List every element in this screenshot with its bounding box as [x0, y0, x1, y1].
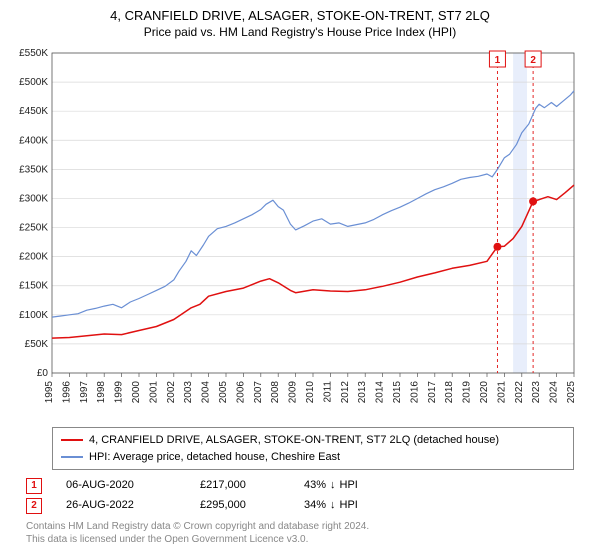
svg-text:2024: 2024: [549, 381, 560, 404]
legend-swatch: [61, 456, 83, 458]
marker-diff: 43% ↓ HPI: [304, 476, 394, 496]
svg-text:2005: 2005: [218, 381, 229, 404]
svg-text:£550K: £550K: [19, 48, 48, 59]
marker-number-box: 1: [26, 478, 42, 494]
svg-text:£0: £0: [37, 368, 49, 379]
legend-item: HPI: Average price, detached house, Ches…: [61, 449, 565, 466]
svg-text:2017: 2017: [427, 381, 438, 404]
line-chart-svg: £0 £50K £100K £150K £200K £250K £300K £350K £400…: [8, 45, 592, 419]
svg-text:£300K: £300K: [19, 193, 48, 204]
svg-text:£200K: £200K: [19, 252, 48, 263]
arrow-down-icon: ↓: [330, 496, 336, 516]
marker-table: 1 06-AUG-2020 £217,000 43% ↓ HPI 2 26-AUG-202…: [26, 476, 574, 516]
marker-diff: 34% ↓ HPI: [304, 496, 394, 516]
svg-text:2022: 2022: [514, 381, 525, 404]
legend-swatch: [61, 439, 83, 441]
svg-text:2006: 2006: [235, 381, 246, 404]
marker-price: £295,000: [200, 496, 280, 516]
svg-text:2019: 2019: [462, 381, 473, 404]
svg-text:2013: 2013: [357, 381, 368, 404]
legend-box: 4, CRANFIELD DRIVE, ALSAGER, STOKE-ON-TR…: [52, 427, 574, 470]
marker-row: 2 26-AUG-2022 £295,000 34% ↓ HPI: [26, 496, 574, 516]
svg-text:2015: 2015: [392, 381, 403, 404]
svg-text:2018: 2018: [444, 381, 455, 404]
svg-text:£350K: £350K: [19, 164, 48, 175]
footer-credits: Contains HM Land Registry data © Crown c…: [26, 520, 574, 546]
svg-text:2011: 2011: [322, 381, 333, 403]
svg-text:2023: 2023: [531, 381, 542, 404]
svg-text:£100K: £100K: [19, 310, 48, 321]
chart-subtitle: Price paid vs. HM Land Registry's House …: [8, 25, 592, 39]
svg-text:1996: 1996: [61, 381, 72, 404]
footer-line-1: Contains HM Land Registry data © Crown c…: [26, 520, 574, 533]
svg-text:£500K: £500K: [19, 77, 48, 88]
svg-text:1998: 1998: [96, 381, 107, 404]
chart-container: 4, CRANFIELD DRIVE, ALSAGER, STOKE-ON-TR…: [0, 0, 600, 560]
svg-text:2009: 2009: [288, 381, 299, 404]
svg-text:£50K: £50K: [25, 339, 49, 350]
footer-line-2: This data is licensed under the Open Gov…: [26, 533, 574, 546]
svg-text:2001: 2001: [148, 381, 159, 404]
legend-item: 4, CRANFIELD DRIVE, ALSAGER, STOKE-ON-TR…: [61, 432, 565, 449]
marker-number-box: 2: [26, 498, 42, 514]
svg-text:£150K: £150K: [19, 281, 48, 292]
svg-text:2014: 2014: [375, 381, 386, 404]
svg-text:2025: 2025: [566, 381, 577, 404]
svg-text:1: 1: [495, 55, 501, 66]
svg-text:2016: 2016: [409, 381, 420, 404]
marker-date: 26-AUG-2022: [66, 496, 176, 516]
chart-title: 4, CRANFIELD DRIVE, ALSAGER, STOKE-ON-TR…: [8, 8, 592, 23]
svg-text:£400K: £400K: [19, 135, 48, 146]
svg-text:2020: 2020: [479, 381, 490, 404]
marker-price: £217,000: [200, 476, 280, 496]
arrow-down-icon: ↓: [330, 476, 336, 496]
svg-text:2021: 2021: [496, 381, 507, 404]
marker-date: 06-AUG-2020: [66, 476, 176, 496]
legend-label: HPI: Average price, detached house, Ches…: [89, 449, 340, 466]
chart-area: £0 £50K £100K £150K £200K £250K £300K £350K £400…: [8, 45, 592, 419]
svg-text:2002: 2002: [166, 381, 177, 404]
svg-text:2003: 2003: [183, 381, 194, 404]
svg-text:2010: 2010: [305, 381, 316, 404]
legend-label: 4, CRANFIELD DRIVE, ALSAGER, STOKE-ON-TR…: [89, 432, 499, 449]
svg-text:1995: 1995: [44, 381, 55, 404]
svg-text:£250K: £250K: [19, 223, 48, 234]
svg-text:£450K: £450K: [19, 106, 48, 117]
svg-text:2007: 2007: [253, 381, 264, 404]
svg-text:2008: 2008: [270, 381, 281, 404]
svg-text:2012: 2012: [340, 381, 351, 404]
svg-text:1999: 1999: [114, 381, 125, 404]
svg-text:2: 2: [530, 55, 536, 66]
svg-text:2000: 2000: [131, 381, 142, 404]
svg-text:1997: 1997: [79, 381, 90, 404]
svg-text:2004: 2004: [201, 381, 212, 404]
marker-row: 1 06-AUG-2020 £217,000 43% ↓ HPI: [26, 476, 574, 496]
